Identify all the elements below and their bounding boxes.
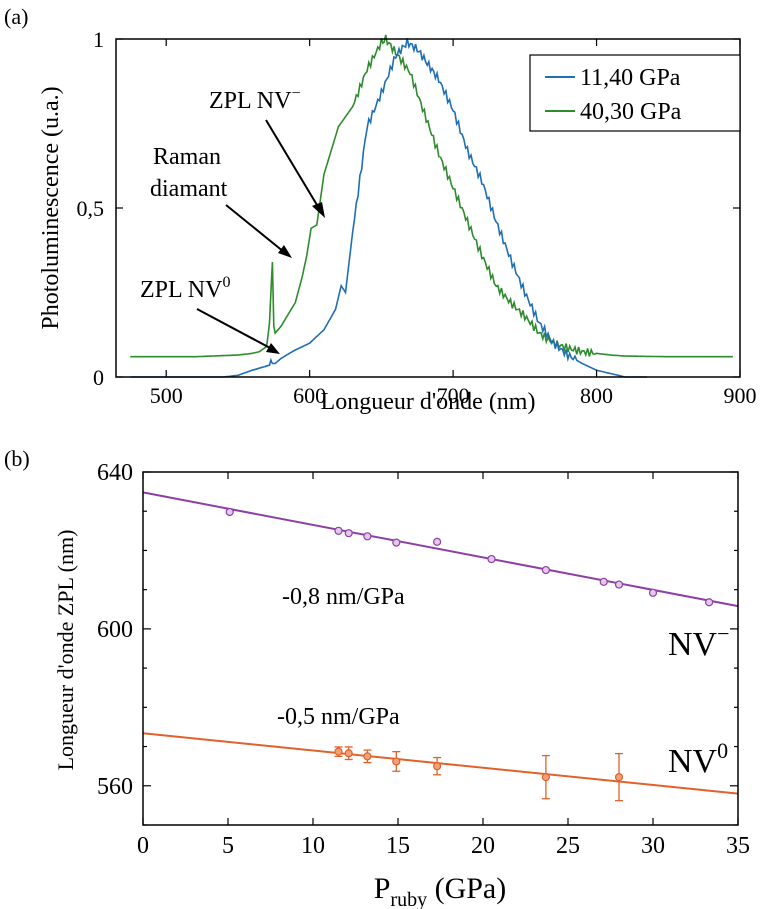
series-label-nv-minus: NV− — [668, 621, 730, 663]
slope-label-nv0: -0,5 nm/GPa — [277, 704, 400, 730]
fit-line-nv-minus — [142, 491, 739, 608]
slope-label-nv-minus: -0,8 nm/GPa — [282, 584, 405, 610]
annotation-arrow-line — [196, 308, 273, 350]
data-point-nv-minus — [541, 565, 551, 575]
data-point-nv-minus — [599, 577, 608, 586]
series-label-nv0: NV0 — [668, 738, 728, 780]
annotation-text-raman: Raman — [153, 144, 221, 170]
y-tick-label-b: 560 — [97, 774, 133, 800]
x-tick-label-b: 25 — [556, 833, 580, 859]
annotation-zpl-nv0: ZPL NV0 — [140, 274, 280, 354]
data-point-nv-minus — [487, 554, 496, 564]
annotation-text-diamant: diamant — [150, 176, 228, 202]
data-point-nv-minus — [334, 526, 343, 535]
annotation-zpl-nv-minus: ZPL NV− — [209, 85, 325, 218]
panel-label-a: (a) — [4, 4, 28, 29]
data-point-nv0 — [541, 773, 551, 782]
x-tick-label-b: 35 — [726, 833, 750, 859]
x-tick-label-b: 15 — [386, 833, 410, 859]
arrow-head-icon — [266, 343, 280, 354]
data-point-nv-minus — [648, 588, 658, 597]
spectrum-line-40-30-gpa — [130, 34, 733, 358]
data-point-nv0 — [334, 747, 343, 756]
data-point-nv-minus — [614, 580, 624, 589]
legend-a: 11,40 GPa 40,30 GPa — [529, 54, 741, 132]
panel-a: (a) 500 600 700 800 900 0 0,5 1 Longueur d'onde… — [4, 4, 757, 415]
x-tick-label-b: 10 — [301, 833, 325, 859]
y-tick-label-a: 1 — [93, 27, 104, 52]
data-point-nv-minus — [392, 538, 401, 547]
data-point-nv-minus — [704, 598, 714, 607]
x-tick-label-a: 600 — [293, 383, 326, 408]
y-tick-label-b: 640 — [97, 460, 133, 486]
y-axis-label-b: Longueur d'onde ZPL (nm) — [53, 530, 78, 771]
legend-label-11-40: 11,40 GPa — [580, 65, 681, 91]
x-axis-label-b: Pruby (GPa) — [374, 872, 507, 909]
data-point-nv-minus — [225, 507, 234, 517]
annotation-text: ZPL NV− — [209, 85, 300, 114]
annotation-arrow-line — [225, 204, 285, 253]
data-point-nv0 — [614, 773, 624, 782]
data-point-nv0 — [363, 752, 372, 761]
data-point-nv-minus — [344, 529, 353, 538]
fit-line-nv0 — [142, 732, 739, 795]
data-point-nv0 — [344, 749, 353, 758]
x-tick-label-b: 5 — [222, 833, 234, 859]
x-tick-label-b: 30 — [641, 833, 665, 859]
data-point-nv-minus — [363, 532, 372, 541]
x-tick-label-a: 900 — [724, 383, 757, 408]
y-tick-label-a: 0 — [93, 365, 104, 390]
y-tick-label-b: 600 — [97, 617, 133, 643]
annotation-text: ZPL NV0 — [140, 274, 230, 303]
y-axis-label-a: Photoluminescence (u.a.) — [38, 86, 64, 329]
x-tick-label-a: 500 — [150, 383, 183, 408]
annotation-arrow-line — [265, 119, 321, 211]
x-axis-label-a: Longueur d'onde (nm) — [321, 389, 536, 415]
legend-label-40-30: 40,30 GPa — [580, 99, 682, 125]
plot-frame-b — [142, 471, 739, 826]
panel-label-b: (b) — [4, 446, 30, 471]
x-tick-label-b: 0 — [137, 833, 149, 859]
y-tick-label-a: 0,5 — [77, 196, 105, 221]
annotation-raman-diamant: Raman diamant — [150, 144, 292, 258]
x-tick-label-a: 700 — [437, 383, 470, 408]
x-tick-label-b: 20 — [471, 833, 495, 859]
x-tick-label-a: 800 — [580, 383, 613, 408]
data-point-nv-minus — [433, 537, 442, 546]
legend-box — [529, 54, 741, 132]
arrow-head-icon — [278, 245, 292, 258]
data-point-nv0 — [433, 762, 442, 771]
data-point-nv0 — [392, 757, 401, 766]
arrow-head-icon — [312, 202, 325, 218]
